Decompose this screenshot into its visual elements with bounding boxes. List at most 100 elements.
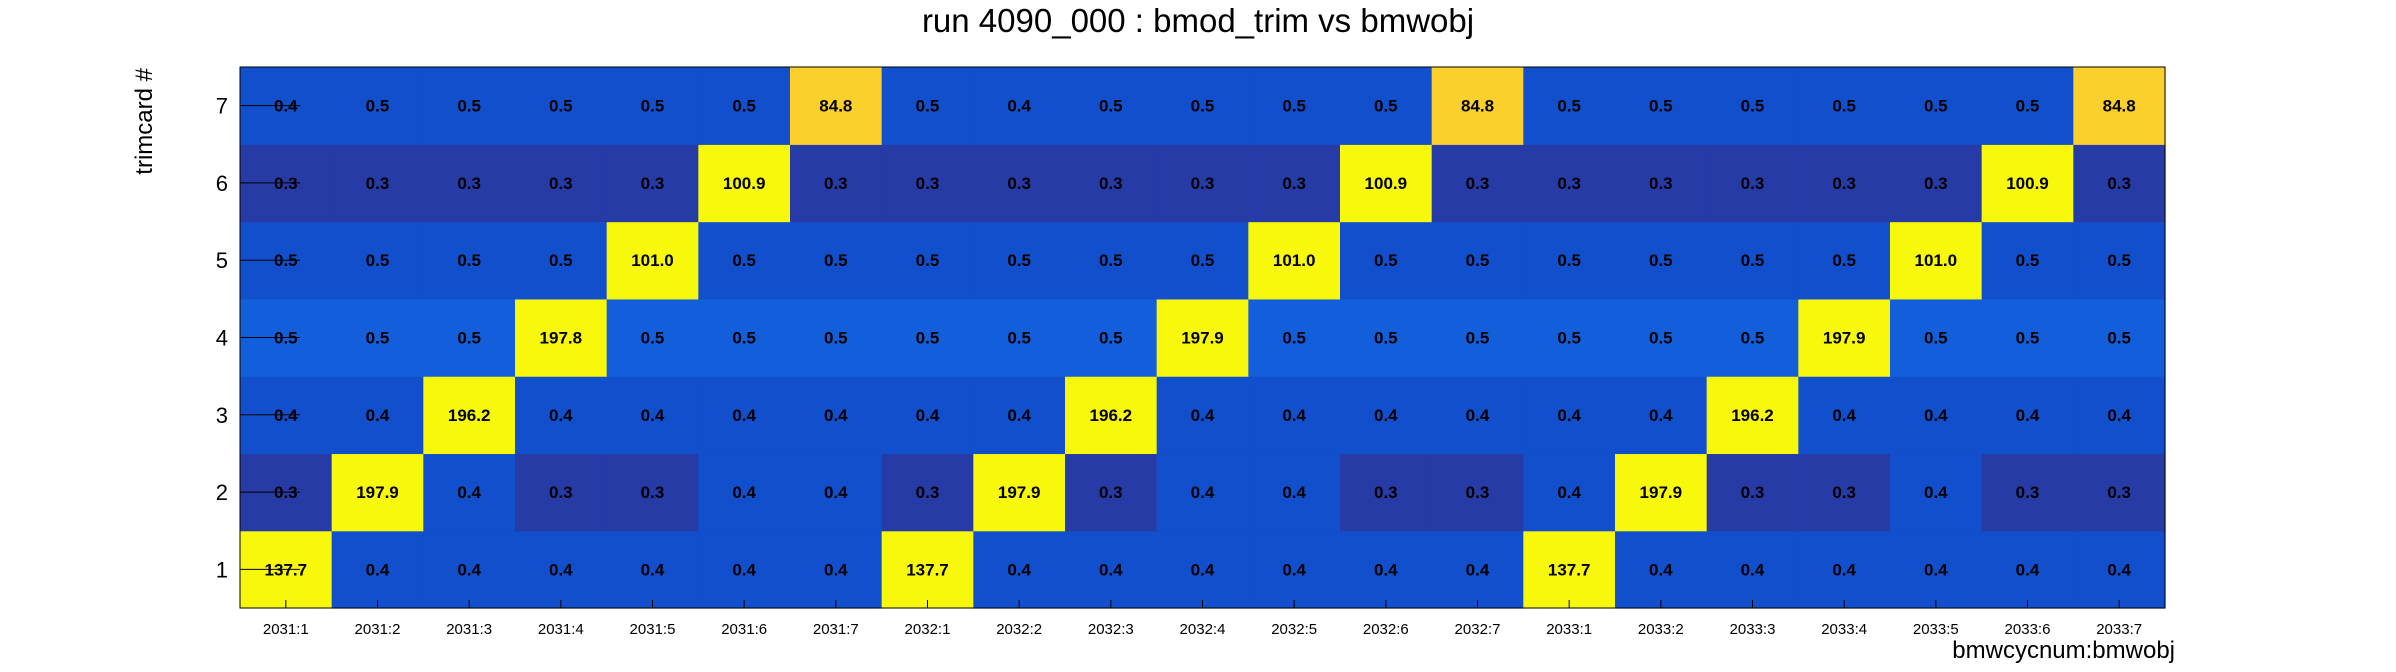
cell-value-label: 0.3 xyxy=(2016,483,2040,502)
cell-value-label: 0.3 xyxy=(1099,483,1123,502)
heatmap-cell xyxy=(973,530,1066,609)
heatmap-cell xyxy=(331,221,424,300)
cell-value-label: 0.5 xyxy=(732,329,756,348)
x-tick-label: 2033:3 xyxy=(1730,621,1776,638)
heatmap-cells xyxy=(240,67,2166,609)
cell-value-label: 0.4 xyxy=(366,560,390,579)
heatmap-cell xyxy=(1156,453,1249,532)
cell-value-label: 0.5 xyxy=(2107,251,2131,270)
heatmap-cell xyxy=(881,530,974,609)
heatmap-cell xyxy=(1156,530,1249,609)
heatmap-cell xyxy=(1706,530,1799,609)
heatmap-cell xyxy=(1248,453,1341,532)
cell-value-label: 0.4 xyxy=(457,483,481,502)
heatmap-cell xyxy=(515,144,608,223)
heatmap-cell xyxy=(1431,298,1524,377)
x-tick-label: 2032:4 xyxy=(1180,621,1226,638)
cell-value-label: 0.4 xyxy=(1832,406,1856,425)
cell-value-label: 0.4 xyxy=(2016,406,2040,425)
y-tick-label: 2 xyxy=(216,480,228,505)
y-tick-label: 6 xyxy=(216,171,228,196)
cell-value-label: 0.5 xyxy=(457,329,481,348)
heatmap-cell xyxy=(1798,453,1891,532)
heatmap-cell xyxy=(790,144,883,223)
heatmap-cell xyxy=(1890,67,1983,145)
cell-value-label: 0.3 xyxy=(1741,483,1765,502)
heatmap-cell xyxy=(1981,298,2074,377)
heatmap-cell xyxy=(1523,530,1616,609)
cell-value-label: 0.3 xyxy=(1649,174,1673,193)
heatmap-cell xyxy=(331,453,424,532)
cell-value-label: 0.4 xyxy=(1557,483,1581,502)
heatmap-cell xyxy=(790,298,883,377)
cell-value-label: 100.9 xyxy=(2006,174,2049,193)
cell-value-label: 0.4 xyxy=(1007,406,1031,425)
x-tick-label: 2031:7 xyxy=(813,621,859,638)
heatmap-cell xyxy=(515,67,608,145)
heatmap-cell xyxy=(606,221,699,300)
cell-value-label: 0.4 xyxy=(732,406,756,425)
cell-value-label: 0.4 xyxy=(824,560,848,579)
cell-value-label: 0.4 xyxy=(1466,560,1490,579)
cell-value-label: 0.4 xyxy=(1741,560,1765,579)
heatmap-cell xyxy=(331,67,424,145)
cell-value-label: 0.5 xyxy=(1374,251,1398,270)
heatmap-cell xyxy=(1523,298,1616,377)
cell-value-label: 0.3 xyxy=(549,174,573,193)
cell-value-label: 0.4 xyxy=(1924,560,1948,579)
heatmap-cell xyxy=(1431,144,1524,223)
heatmap-cell xyxy=(331,144,424,223)
heatmap-cell xyxy=(1431,221,1524,300)
cell-value-label: 0.4 xyxy=(1282,406,1306,425)
heatmap-cell xyxy=(1890,376,1983,455)
heatmap-cell xyxy=(1065,298,1158,377)
cell-value-label: 0.5 xyxy=(1466,251,1490,270)
heatmap-cell xyxy=(515,530,608,609)
heatmap-cell xyxy=(1615,221,1708,300)
cell-value-label: 0.3 xyxy=(641,174,665,193)
heatmap-cell xyxy=(423,453,516,532)
cell-value-label: 0.4 xyxy=(1374,560,1398,579)
heatmap-cell xyxy=(2073,221,2166,300)
heatmap-cell xyxy=(1615,453,1708,532)
cell-value-label: 0.4 xyxy=(549,560,573,579)
cell-value-label: 0.4 xyxy=(824,406,848,425)
cell-value-label: 0.3 xyxy=(824,174,848,193)
cell-value-label: 0.3 xyxy=(1741,174,1765,193)
heatmap-cell xyxy=(606,530,699,609)
cell-value-label: 0.5 xyxy=(1191,97,1215,116)
cell-value-label: 0.5 xyxy=(366,329,390,348)
x-tick-label: 2033:6 xyxy=(2005,621,2051,638)
heatmap-cell xyxy=(1248,530,1341,609)
heatmap-cell xyxy=(881,453,974,532)
heatmap-cell xyxy=(1981,221,2074,300)
cell-value-label: 0.4 xyxy=(1007,97,1031,116)
heatmap-cell xyxy=(1523,144,1616,223)
heatmap-cell xyxy=(1340,453,1433,532)
heatmap-cell xyxy=(1615,376,1708,455)
y-axis-label: trimcard # xyxy=(131,67,158,174)
heatmap-cell xyxy=(881,221,974,300)
heatmap-cell xyxy=(881,298,974,377)
heatmap-cell xyxy=(790,221,883,300)
cell-value-label: 0.5 xyxy=(1832,97,1856,116)
cell-value-label: 0.5 xyxy=(824,251,848,270)
cell-value-label: 84.8 xyxy=(2103,97,2136,116)
cell-value-label: 0.3 xyxy=(1374,483,1398,502)
heatmap-cell xyxy=(1431,530,1524,609)
heatmap-cell xyxy=(1890,453,1983,532)
cell-value-label: 197.9 xyxy=(998,483,1041,502)
cell-value-label: 0.5 xyxy=(1924,97,1948,116)
cell-value-label: 0.3 xyxy=(916,174,940,193)
cell-value-label: 0.5 xyxy=(1557,97,1581,116)
cell-value-label: 100.9 xyxy=(723,174,766,193)
heatmap-cell xyxy=(1340,376,1433,455)
x-tick-label: 2033:4 xyxy=(1821,621,1867,638)
cell-value-label: 0.4 xyxy=(1007,560,1031,579)
heatmap-cell xyxy=(1156,221,1249,300)
heatmap-cell xyxy=(606,144,699,223)
cell-value-label: 0.4 xyxy=(1374,406,1398,425)
heatmap-cell xyxy=(515,221,608,300)
cell-value-label: 0.5 xyxy=(366,97,390,116)
cell-value-label: 0.4 xyxy=(1924,483,1948,502)
